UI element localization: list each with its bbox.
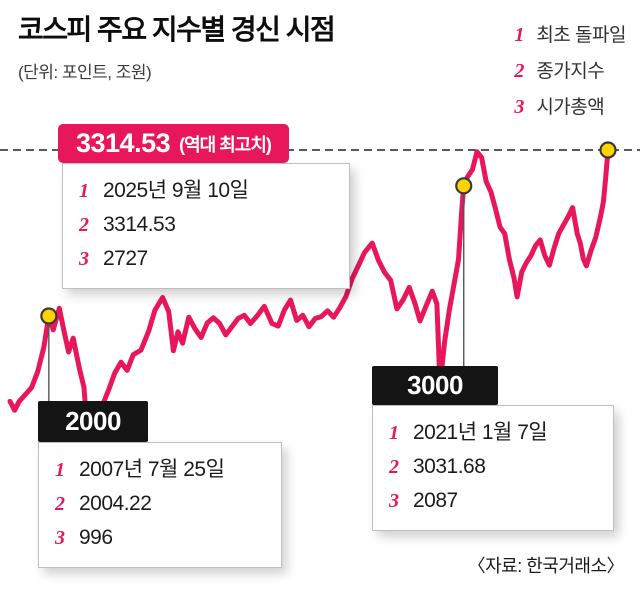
record-high-banner: 3314.53 (역대 최고치) <box>58 124 289 163</box>
milestone-marker <box>599 141 617 159</box>
legend-label: 종가지수 <box>536 61 605 82</box>
market-cap-2000: 996 <box>79 526 113 549</box>
callout-row: 3 2087 <box>389 484 599 518</box>
callout-row: 2 3031.68 <box>389 450 599 484</box>
milestone-marker <box>455 177 473 195</box>
closing-index-3314: 3314.53 <box>103 213 176 236</box>
market-cap-3000: 2087 <box>413 489 458 512</box>
row-number: 1 <box>79 180 89 202</box>
source-credit: 〈자료: 한국거래소〉 <box>467 556 625 576</box>
row-number: 3 <box>55 527 65 549</box>
callout-row: 3 2727 <box>79 242 335 276</box>
legend-number: 3 <box>514 96 525 118</box>
row-number: 2 <box>79 214 89 236</box>
level-label-3000: 3000 <box>372 366 498 405</box>
callout-3314: 1 2025년 9월 10일 2 3314.53 3 2727 <box>62 163 350 289</box>
closing-index-3000: 3031.68 <box>413 455 486 478</box>
unit-note: (단위: 포인트, 조원) <box>18 63 152 82</box>
row-number: 2 <box>389 456 399 478</box>
record-high-note: (역대 최고치) <box>179 134 272 155</box>
legend-label: 시가총액 <box>536 97 605 118</box>
legend-item: 1 최초 돌파일 <box>514 20 626 47</box>
level-label-2000: 2000 <box>38 401 148 442</box>
row-number: 3 <box>389 490 399 512</box>
callout-row: 1 2021년 1월 7일 <box>389 416 599 450</box>
callout-row: 1 2007년 7월 25일 <box>55 453 267 487</box>
market-cap-3314: 2727 <box>103 247 148 270</box>
legend-item: 2 종가지수 <box>514 56 626 83</box>
milestone-marker <box>40 307 58 325</box>
callout-row: 2 3314.53 <box>79 208 335 242</box>
callout-row: 2 2004.22 <box>55 487 267 521</box>
breakthrough-date-3000: 2021년 1월 7일 <box>413 421 548 444</box>
row-number: 1 <box>389 422 399 444</box>
breakthrough-date-3314: 2025년 9월 10일 <box>103 179 249 202</box>
legend-number: 2 <box>514 60 525 82</box>
legend-item: 3 시가총액 <box>514 92 626 119</box>
milestone-markers <box>40 141 617 325</box>
record-high-value: 3314.53 <box>76 128 171 158</box>
callout-2000: 1 2007년 7월 25일 2 2004.22 3 996 <box>38 442 282 568</box>
row-number: 1 <box>55 459 65 481</box>
kospi-line <box>7 147 611 453</box>
callout-row: 1 2025년 9월 10일 <box>79 174 335 208</box>
row-number: 2 <box>55 493 65 515</box>
legend-label: 최초 돌파일 <box>536 25 626 46</box>
callout-3000: 1 2021년 1월 7일 2 3031.68 3 2087 <box>372 405 614 531</box>
connector-lines <box>48 185 465 401</box>
row-number: 3 <box>79 248 89 270</box>
callout-row: 3 996 <box>55 521 267 555</box>
breakthrough-date-2000: 2007년 7월 25일 <box>79 458 225 481</box>
legend: 1 최초 돌파일 2 종가지수 3 시가총액 <box>514 20 626 128</box>
legend-number: 1 <box>514 24 525 46</box>
page-title: 코스피 주요 지수별 경신 시점 <box>18 14 336 45</box>
closing-index-2000: 2004.22 <box>79 492 152 515</box>
